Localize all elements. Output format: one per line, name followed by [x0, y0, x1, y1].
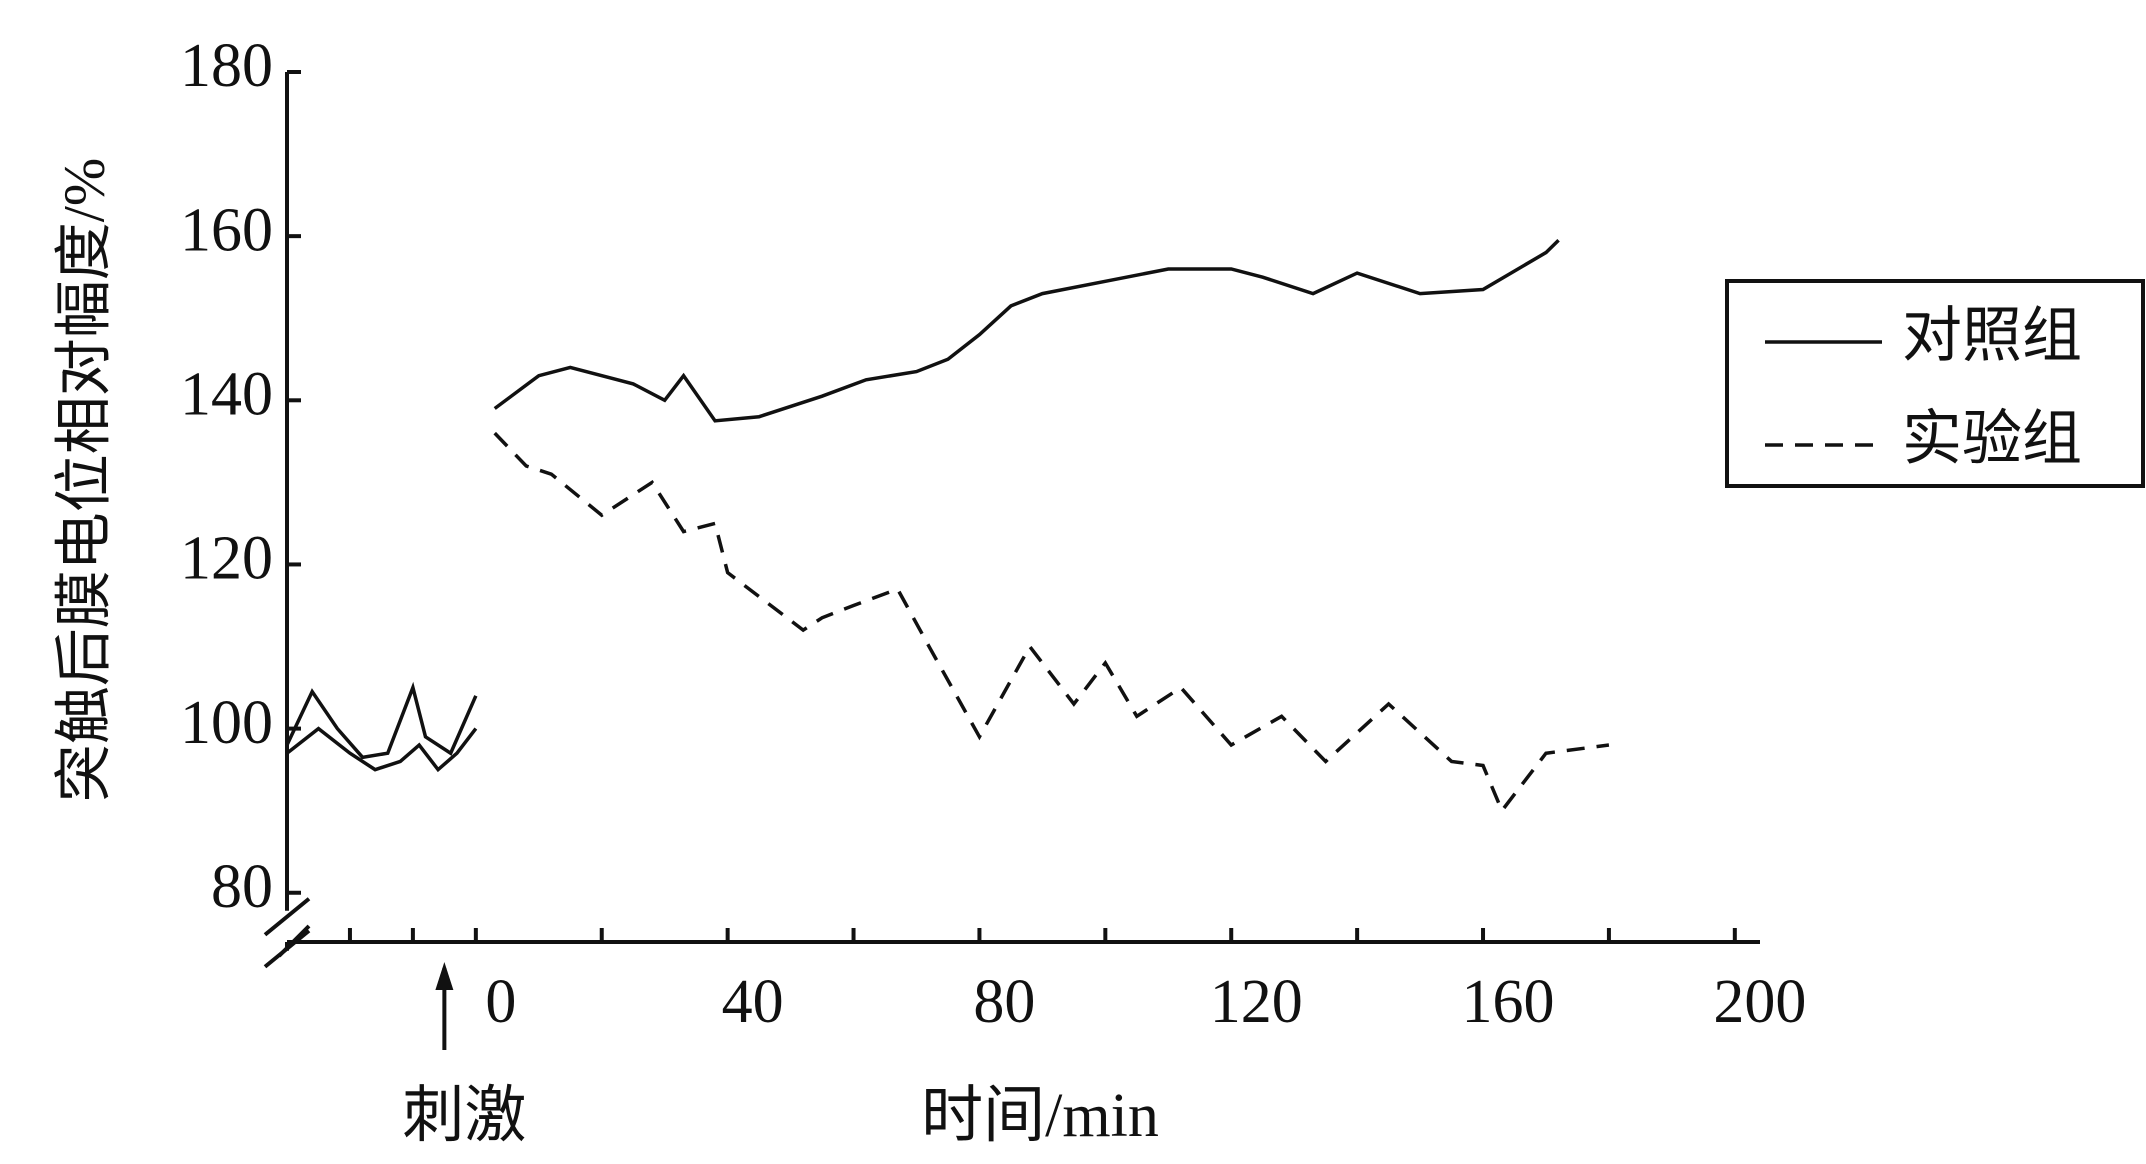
- y-tick-label: 80: [211, 853, 273, 921]
- y-tick-label: 140: [180, 361, 273, 429]
- y-tick-label: 120: [180, 525, 273, 593]
- legend-label: 实验组: [1902, 406, 2082, 472]
- annotation: 刺激: [402, 1082, 526, 1150]
- y-tick-label: 100: [180, 689, 273, 757]
- series-line: [285, 726, 478, 773]
- annotation-arrowhead: [435, 962, 454, 990]
- x-axis-title: 时间/min: [921, 1082, 1159, 1150]
- x-tick-label: 200: [1713, 968, 1806, 1036]
- y-axis-title: 突触后膜电位相对幅度/%: [51, 158, 116, 802]
- series-line: [285, 681, 478, 760]
- x-tick-label: 120: [1210, 968, 1303, 1036]
- series-line: [493, 239, 1560, 423]
- legend-label: 对照组: [1902, 303, 2082, 369]
- legend-box: [1725, 279, 2145, 488]
- x-tick-label: 40: [722, 968, 784, 1036]
- y-tick-label: 160: [180, 196, 273, 264]
- x-tick-label: 160: [1462, 968, 1555, 1036]
- y-tick-label: 180: [180, 32, 273, 100]
- series-line: [493, 431, 1610, 815]
- x-tick-label: 80: [973, 968, 1035, 1036]
- x-tick-label: 0: [485, 968, 516, 1036]
